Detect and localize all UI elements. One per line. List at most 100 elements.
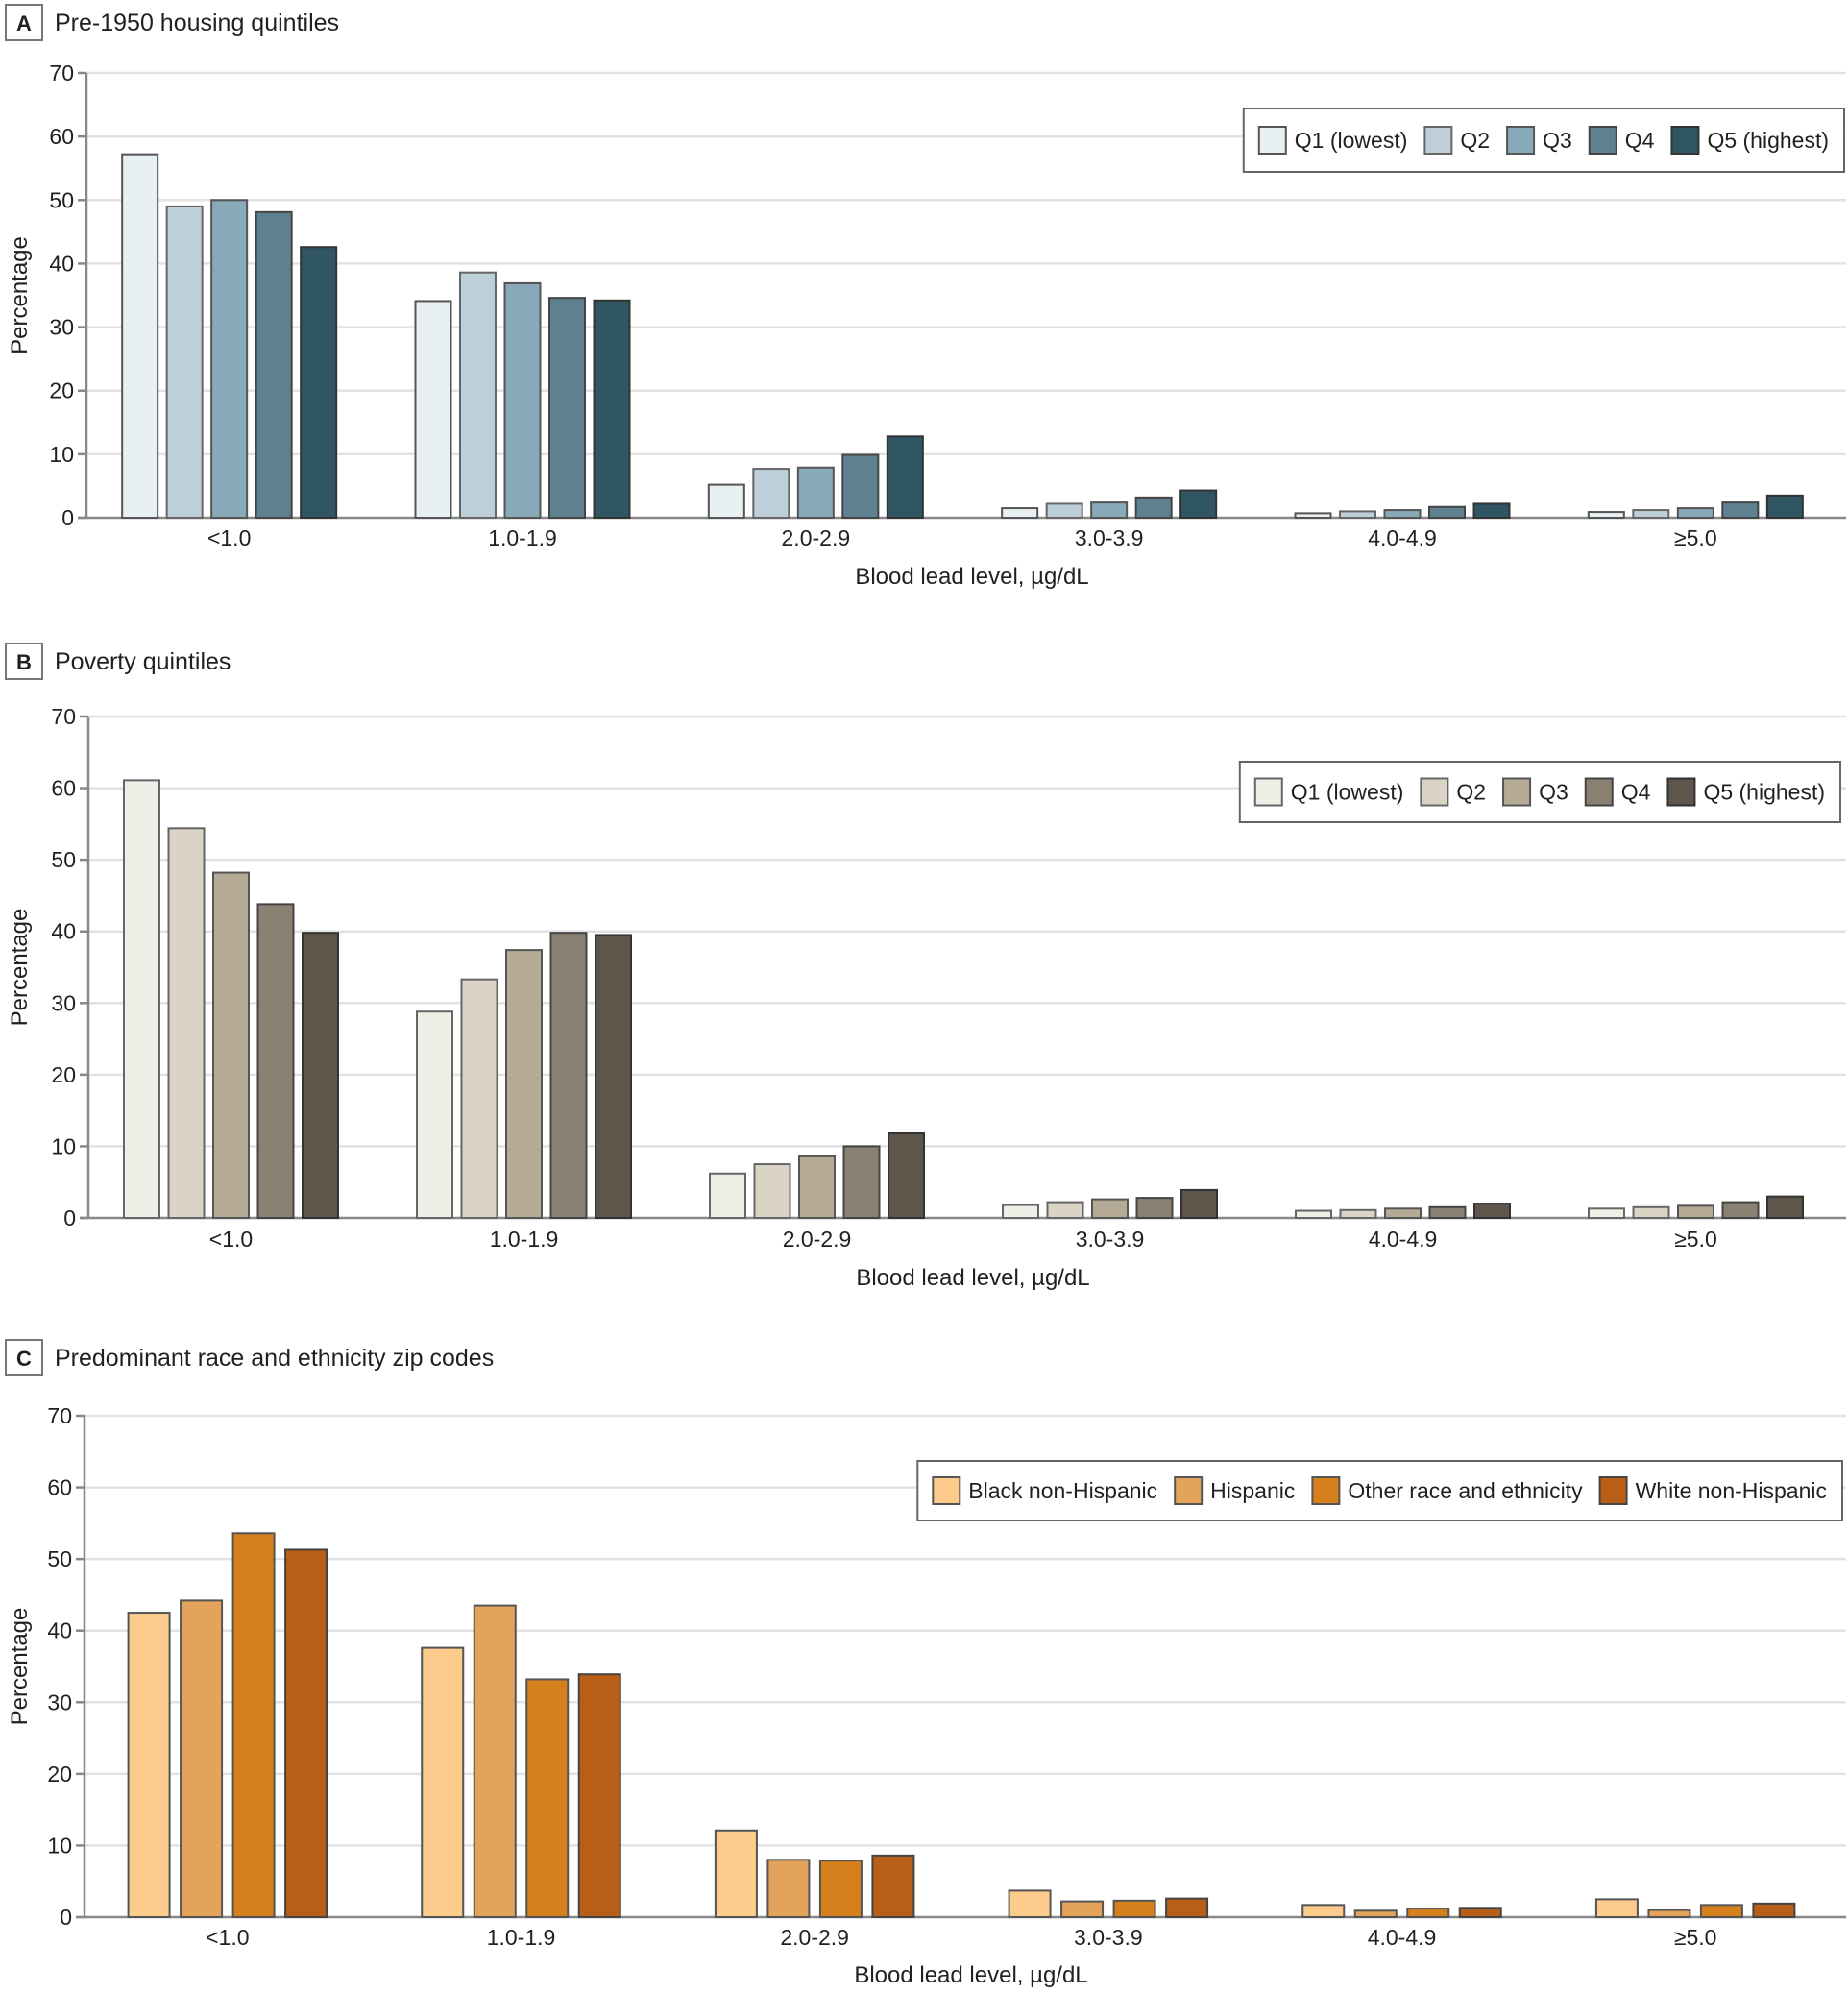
y-tick-label: 0 — [61, 505, 74, 530]
bar — [1458, 1907, 1502, 1918]
legend-swatch — [1174, 1476, 1204, 1505]
bar — [165, 205, 204, 519]
bar — [127, 1612, 171, 1918]
bar — [460, 978, 498, 1219]
bar — [1353, 1909, 1398, 1919]
panel-letter-box — [5, 643, 43, 680]
bar — [1428, 1205, 1467, 1220]
panel-b: B Poverty quintiles 0 10 20 30 40 50 60 70 Percent… — [5, 643, 1846, 1291]
bar — [549, 932, 588, 1219]
legend-label: Q2 — [1456, 780, 1486, 805]
bar — [1699, 1904, 1743, 1919]
x-tick-label: 4.0-4.9 — [1368, 1925, 1437, 1950]
x-tick-label: <1.0 — [209, 1227, 253, 1252]
x-axis-title: Blood lead level, µg/dL — [856, 1265, 1089, 1291]
y-tick-label: 60 — [51, 776, 76, 801]
x-tick-label: 3.0-3.9 — [1076, 1227, 1145, 1252]
y-tick-label: 40 — [49, 251, 74, 276]
y-tick-label: 60 — [49, 124, 74, 149]
bar — [1384, 1207, 1422, 1219]
bar — [1676, 507, 1714, 519]
bar — [414, 300, 452, 519]
bar — [167, 827, 206, 1219]
y-tick-label: 20 — [47, 1762, 72, 1787]
y-tick-label: 10 — [49, 442, 74, 467]
x-axis-title: Blood lead level, µg/dL — [854, 1962, 1087, 1988]
bar — [1632, 1205, 1670, 1220]
bar — [1295, 1209, 1332, 1219]
bar — [1165, 1897, 1209, 1919]
legend-label: Q5 (highest) — [1703, 780, 1825, 805]
bar — [1180, 1188, 1218, 1219]
bar — [1301, 1904, 1346, 1919]
bar — [707, 483, 745, 519]
legend-label: White non-Hispanic — [1636, 1478, 1827, 1503]
panel-letter-box — [5, 1339, 43, 1376]
bar — [503, 281, 542, 519]
legend-label: Other race and ethnicity — [1348, 1478, 1583, 1503]
y-axis-title: Percentage — [7, 909, 33, 1027]
bar — [1112, 1899, 1156, 1918]
legend-label: Q4 — [1621, 780, 1651, 805]
legend-swatch — [1311, 1476, 1341, 1505]
bar — [1339, 1208, 1377, 1219]
y-tick-label: 10 — [47, 1833, 72, 1858]
bar — [1001, 507, 1039, 519]
legend-swatch — [1670, 126, 1700, 155]
bar — [1766, 1195, 1804, 1219]
bar — [1045, 502, 1083, 519]
bar — [841, 453, 880, 520]
legend-label: Black non-Hispanic — [968, 1478, 1157, 1503]
bar — [842, 1145, 881, 1220]
x-tick-label: <1.0 — [207, 525, 251, 550]
bar — [1339, 510, 1376, 520]
panel-letter-b: B — [16, 650, 32, 674]
y-tick-label: 70 — [47, 1403, 72, 1428]
y-tick-label: 30 — [51, 990, 76, 1015]
bar — [421, 1646, 465, 1919]
x-tick-label: <1.0 — [206, 1925, 249, 1950]
legend-label: Q3 — [1543, 128, 1572, 153]
legend-swatch — [1253, 777, 1283, 807]
panel-title: Pre-1950 housing quintiles — [55, 10, 339, 36]
bar — [1588, 1207, 1625, 1219]
legend-label: Q4 — [1625, 128, 1655, 153]
bar — [798, 1155, 836, 1219]
bar — [595, 934, 632, 1219]
x-tick-label: ≥5.0 — [1674, 1227, 1717, 1252]
bar — [121, 153, 159, 519]
x-axis-title: Blood lead level, µg/dL — [855, 564, 1088, 590]
panel-title: Predominant race and ethnicity zip codes — [55, 1345, 494, 1372]
x-tick-label: 4.0-4.9 — [1369, 1227, 1438, 1252]
y-tick-label: 30 — [49, 315, 74, 340]
legend-swatch — [1502, 777, 1532, 807]
bar — [1179, 489, 1218, 519]
legend-frame — [1238, 761, 1841, 823]
legend-swatch — [1666, 777, 1696, 807]
bar — [1594, 1898, 1639, 1919]
legend-swatch — [1598, 1476, 1628, 1505]
legend-frame — [1242, 108, 1845, 173]
x-tick-label: 3.0-3.9 — [1075, 525, 1144, 550]
legend-label: Q1 (lowest) — [1295, 128, 1408, 153]
x-tick-label: 2.0-2.9 — [783, 1227, 852, 1252]
x-tick-label: 1.0-1.9 — [487, 1925, 556, 1950]
bar — [1002, 1204, 1039, 1220]
bar — [123, 779, 160, 1220]
bar — [709, 1172, 746, 1220]
bar — [577, 1673, 621, 1919]
bar — [1060, 1900, 1105, 1918]
y-tick-label: 0 — [63, 1205, 76, 1230]
legend-label: Q3 — [1539, 780, 1568, 805]
y-axis-title: Percentage — [7, 236, 33, 354]
bar — [1587, 511, 1625, 519]
y-tick-label: 50 — [51, 847, 76, 872]
bar — [231, 1532, 276, 1918]
bar — [525, 1678, 570, 1918]
panel-letter-a: A — [16, 12, 32, 36]
bar — [1008, 1889, 1052, 1918]
bar — [212, 871, 250, 1220]
bar — [752, 468, 790, 520]
bar — [284, 1548, 328, 1919]
